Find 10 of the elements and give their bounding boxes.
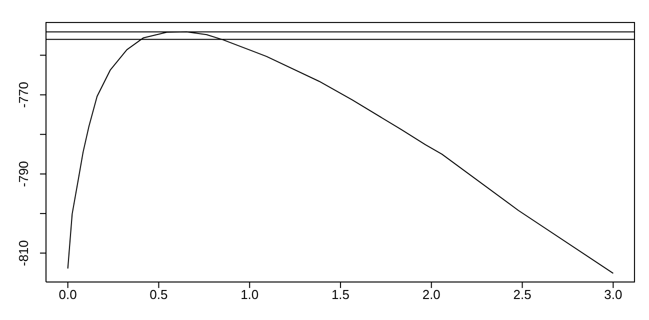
x-tick-label: 0.0: [58, 287, 77, 302]
x-tick-label: 2.0: [422, 287, 440, 302]
x-tick-label: 0.5: [150, 287, 168, 302]
x-tick-label: 3.0: [604, 287, 622, 302]
y-tick-label: -810: [16, 240, 31, 266]
y-tick-label: -790: [16, 160, 31, 187]
y-tick-label: -770: [16, 82, 31, 108]
x-tick-label: 1.0: [240, 287, 259, 302]
x-tick-label: 2.5: [513, 287, 532, 302]
x-tick-label: 1.5: [331, 287, 350, 302]
